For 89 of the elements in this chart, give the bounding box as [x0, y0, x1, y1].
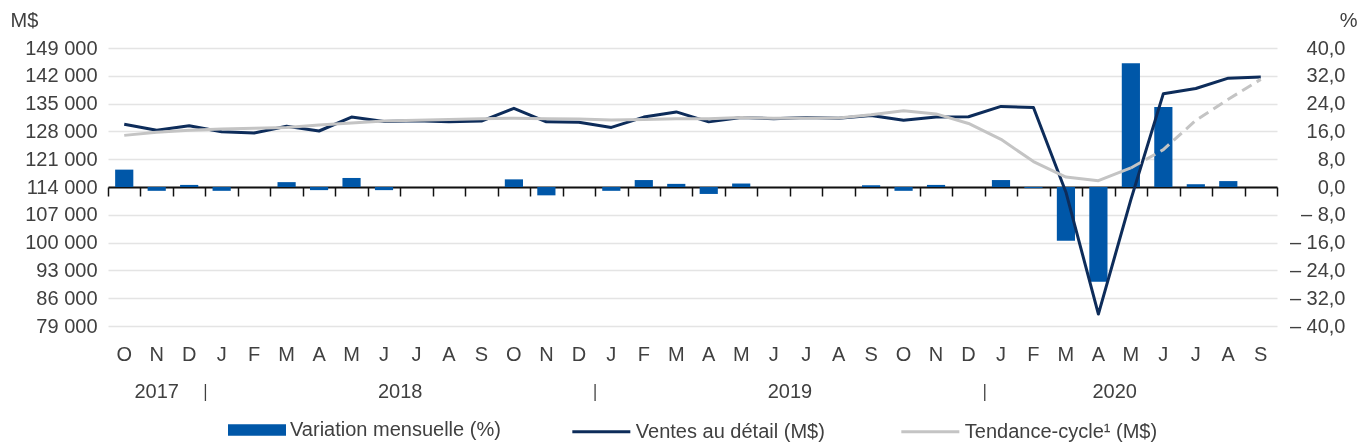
x-tick-label: J: [1190, 342, 1201, 365]
y2-tick-label: – 32,0: [1289, 286, 1346, 309]
x-tick-label: O: [506, 342, 522, 365]
y2-tick-label: 16,0: [1306, 119, 1346, 142]
text: 2017: [134, 380, 179, 402]
text: 2018: [378, 380, 423, 402]
x-tick-label: J: [411, 342, 422, 365]
x-tick-label: J: [1158, 342, 1169, 365]
x-tick-label: O: [116, 342, 133, 365]
bar: [309, 187, 329, 191]
x-tick-label: M: [1122, 342, 1140, 365]
y2-tick-label: 32,0: [1306, 64, 1346, 87]
y2-tick-label: 0,0: [1317, 175, 1346, 198]
y2-tick-label: – 40,0: [1289, 314, 1346, 337]
x-tick-label: J: [379, 342, 390, 365]
y2-tick-label: – 24,0: [1289, 258, 1346, 281]
y2-tick-label: – 8,0: [1301, 203, 1346, 226]
x-tick-label: S: [474, 342, 489, 365]
y2-tick-label: 24,0: [1306, 92, 1346, 115]
y-tick-label: 142 000: [25, 64, 98, 87]
x-tick-label: N: [539, 342, 554, 365]
legend-label: Ventes au détail (M$): [635, 419, 825, 442]
y2-tick-label: – 16,0: [1289, 231, 1346, 254]
x-tick-label: A: [702, 342, 717, 365]
y2-tick-label: 40,0: [1306, 36, 1346, 59]
bar: [699, 187, 718, 194]
x-tick-label: O: [895, 342, 912, 365]
x-tick-label: A: [442, 342, 457, 365]
legend-label: Tendance-cycle¹ (M$): [964, 419, 1158, 442]
bar: [212, 187, 231, 191]
y-tick-label: 121 000: [25, 147, 98, 170]
bar: [634, 180, 653, 187]
bar: [180, 184, 199, 187]
x-tick-label: J: [216, 342, 227, 365]
x-tick-label: D: [961, 342, 976, 365]
x-tick-label: N: [928, 342, 944, 365]
bar: [894, 187, 913, 191]
x-tick-label: J: [768, 342, 779, 365]
bar: [147, 187, 166, 191]
y-tick-label: 79 000: [36, 314, 98, 337]
bar: [926, 184, 946, 187]
y-tick-label: 93 000: [36, 258, 98, 281]
x-tick-label: M: [1057, 342, 1075, 365]
bar: [1121, 63, 1140, 187]
x-tick-label: S: [864, 342, 878, 365]
x-tick-label: A: [1221, 342, 1236, 365]
x-tick-label: D: [571, 342, 587, 365]
y2-axis-title: %: [1339, 8, 1358, 31]
bar: [667, 183, 686, 187]
x-tick-label: J: [801, 342, 812, 365]
bar: [504, 179, 523, 187]
bar: [115, 169, 134, 187]
x-tick-label: M: [343, 342, 360, 365]
bar: [1219, 181, 1238, 187]
bar: [374, 187, 394, 191]
y2-tick-label: 8,0: [1317, 147, 1346, 170]
x-tick-label: S: [1254, 342, 1268, 365]
y-tick-label: 114 000: [26, 175, 98, 198]
y-tick-label: 135 000: [25, 92, 98, 115]
y-tick-label: 149 000: [25, 36, 98, 59]
x-tick-label: A: [1091, 342, 1106, 365]
x-tick-label: A: [831, 342, 846, 365]
bar: [991, 180, 1011, 187]
y-tick-label: 107 000: [25, 203, 98, 226]
x-tick-label: F: [248, 342, 261, 365]
x-tick-label: M: [732, 342, 750, 365]
x-tick-label: F: [637, 342, 650, 365]
bar: [342, 177, 361, 187]
x-tick-label: J: [606, 342, 617, 365]
x-tick-label: D: [181, 342, 197, 365]
y-axis-title: M$: [10, 8, 39, 31]
bar: [1186, 184, 1205, 187]
x-tick-label: M: [278, 342, 295, 365]
x-tick-label: F: [1027, 342, 1040, 365]
bar: [537, 187, 556, 196]
legend-label: Variation mensuelle (%): [290, 418, 501, 440]
x-tick-label: N: [149, 342, 164, 365]
bar: [602, 187, 621, 191]
bar: [1154, 107, 1173, 187]
y-tick-label: 100 000: [25, 231, 98, 254]
bar: [277, 182, 296, 187]
y-tick-label: 86 000: [36, 286, 98, 309]
x-tick-label: J: [995, 342, 1006, 365]
x-tick-label: A: [312, 342, 327, 365]
text: 2020: [1092, 380, 1137, 402]
bar: [1089, 187, 1108, 282]
x-tick-label: M: [667, 342, 685, 365]
y-tick-label: 128 000: [25, 119, 98, 142]
text: 2019: [767, 380, 813, 402]
